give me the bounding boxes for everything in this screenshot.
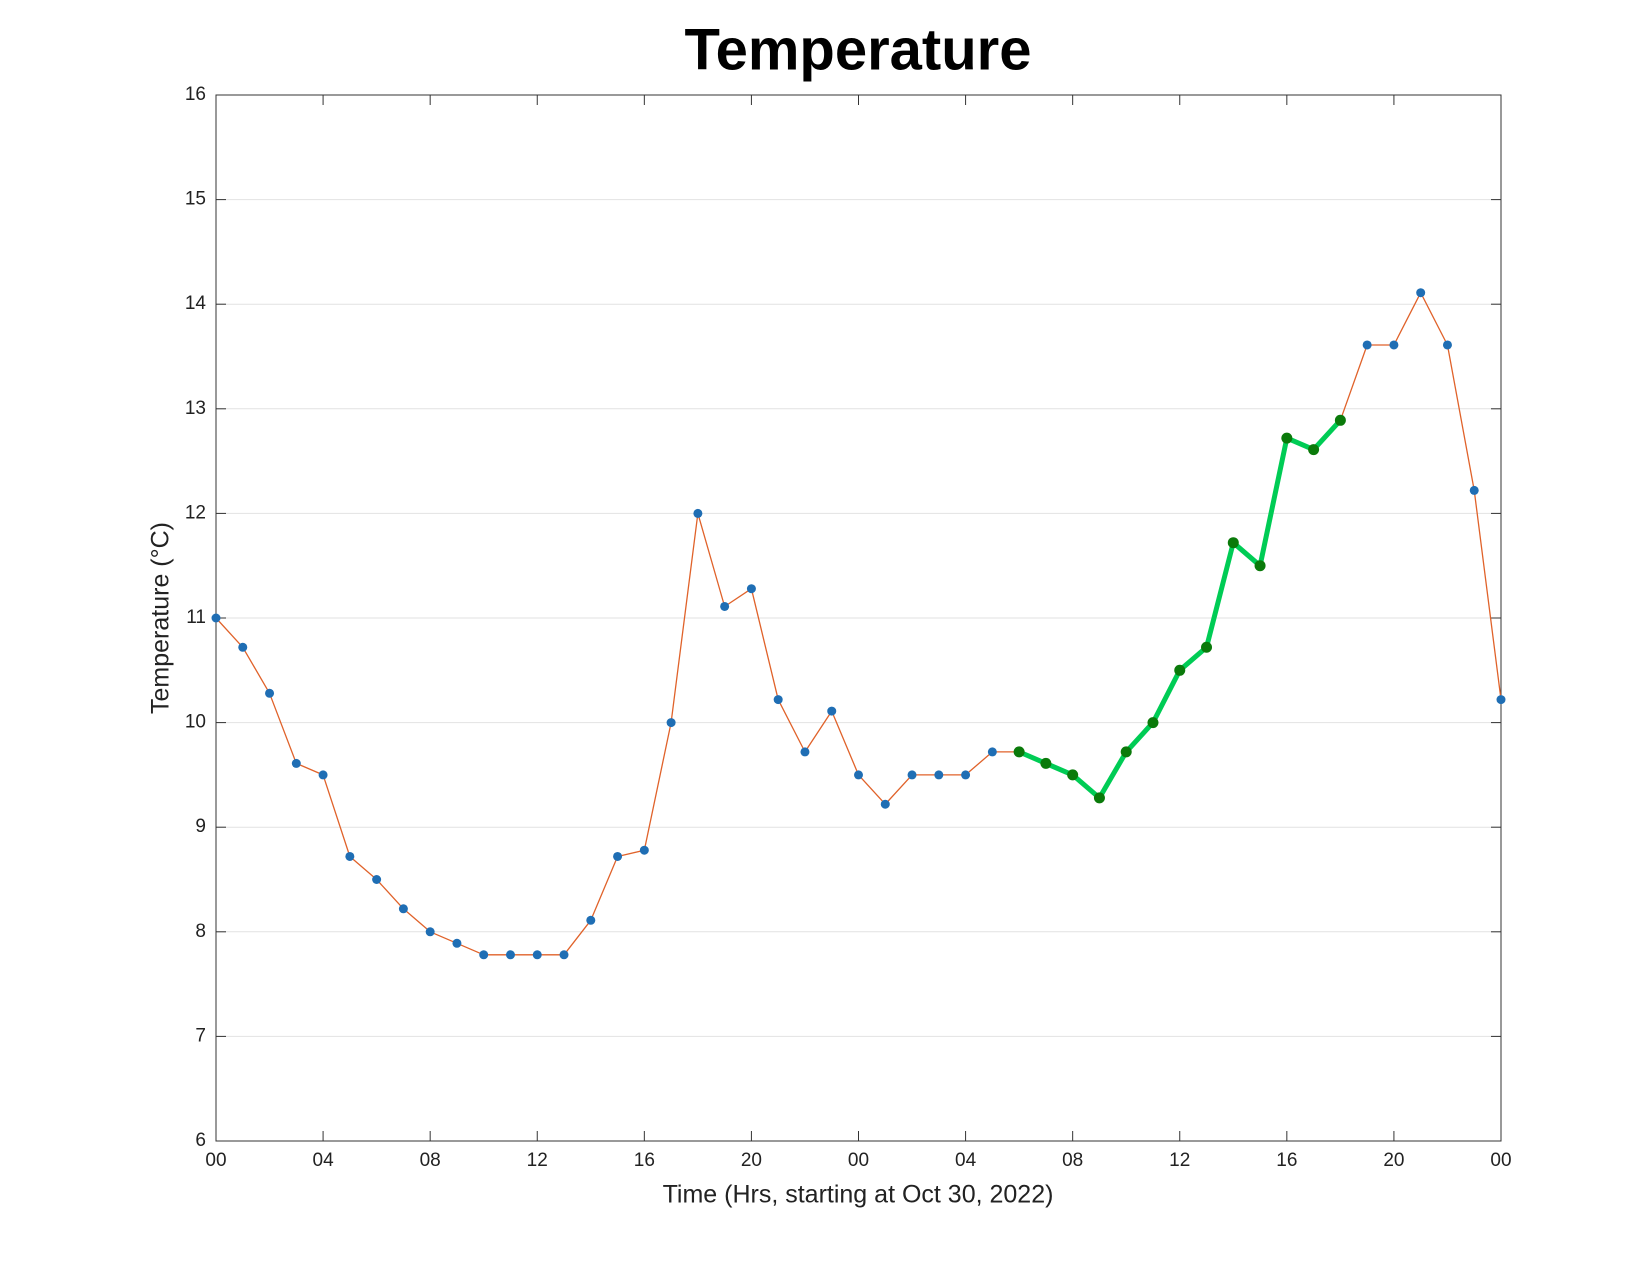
data-point	[720, 601, 730, 611]
data-point	[987, 747, 997, 757]
y-tick-label: 9	[195, 816, 206, 837]
data-point	[425, 927, 435, 937]
data-point	[345, 851, 355, 861]
x-tick-label: 08	[1062, 1150, 1083, 1171]
y-tick-label: 8	[195, 921, 206, 942]
data-point	[1308, 444, 1320, 456]
data-point	[907, 770, 917, 780]
y-tick-label: 14	[185, 293, 207, 314]
data-point	[265, 688, 275, 698]
data-point	[1147, 717, 1159, 729]
data-point	[1442, 340, 1452, 350]
data-point	[1120, 746, 1132, 758]
data-point	[1281, 432, 1293, 444]
data-point	[505, 950, 515, 960]
data-point	[398, 904, 408, 914]
y-tick-label: 12	[185, 502, 206, 523]
data-point	[238, 642, 248, 652]
data-point	[211, 613, 221, 623]
x-tick-label: 00	[848, 1150, 869, 1171]
y-tick-label: 15	[185, 189, 206, 210]
data-point	[880, 799, 890, 809]
data-point	[1469, 485, 1479, 495]
data-point	[318, 770, 328, 780]
data-point	[827, 706, 837, 716]
y-tick-label: 6	[195, 1130, 206, 1151]
data-point	[746, 584, 756, 594]
data-point	[1093, 792, 1105, 804]
data-point	[559, 950, 569, 960]
data-point	[693, 508, 703, 518]
data-point	[961, 770, 971, 780]
data-point	[1496, 695, 1506, 705]
x-tick-label: 08	[420, 1150, 441, 1171]
y-tick-label: 10	[185, 712, 206, 733]
data-point	[1334, 414, 1346, 426]
data-point	[1227, 537, 1239, 549]
data-point	[854, 770, 863, 780]
data-point	[1201, 641, 1213, 653]
x-tick-label: 12	[527, 1150, 548, 1171]
series-line	[1018, 418, 1343, 801]
x-tick-label: 20	[1383, 1150, 1404, 1171]
data-point	[800, 747, 810, 757]
x-tick-label: 00	[205, 1150, 226, 1171]
data-point	[1174, 664, 1186, 676]
data-point	[1067, 769, 1079, 781]
data-point	[773, 695, 783, 705]
series-line	[215, 292, 1502, 956]
chart-title: Temperature	[684, 17, 1031, 82]
data-point	[586, 915, 596, 925]
y-tick-label: 11	[186, 607, 206, 628]
data-point	[1040, 757, 1052, 769]
x-tick-label: 04	[955, 1150, 977, 1171]
data-point	[1389, 340, 1399, 350]
data-point	[372, 875, 382, 884]
data-point	[1013, 746, 1025, 758]
data-point	[452, 938, 462, 948]
x-axis-label: Time (Hrs, starting at Oct 30, 2022)	[663, 1181, 1054, 1209]
x-tick-label: 16	[1276, 1150, 1297, 1171]
data-point	[1362, 340, 1372, 350]
data-point	[934, 770, 944, 780]
data-point	[639, 845, 649, 855]
data-point	[666, 718, 676, 728]
data-point	[479, 950, 489, 960]
data-point	[1416, 288, 1426, 298]
y-tick-label: 7	[195, 1025, 206, 1046]
y-tick-label: 13	[185, 398, 206, 419]
data-point	[532, 950, 542, 960]
y-axis-label: Temperature (°C)	[147, 522, 175, 714]
x-tick-label: 20	[741, 1150, 762, 1171]
data-point	[1254, 560, 1266, 572]
data-point	[291, 758, 301, 768]
x-tick-label: 00	[1490, 1150, 1511, 1171]
y-tick-label: 16	[185, 84, 206, 105]
x-tick-label: 12	[1169, 1150, 1190, 1171]
x-tick-label: 16	[634, 1150, 655, 1171]
data-point	[613, 851, 623, 861]
x-tick-label: 04	[313, 1150, 335, 1171]
